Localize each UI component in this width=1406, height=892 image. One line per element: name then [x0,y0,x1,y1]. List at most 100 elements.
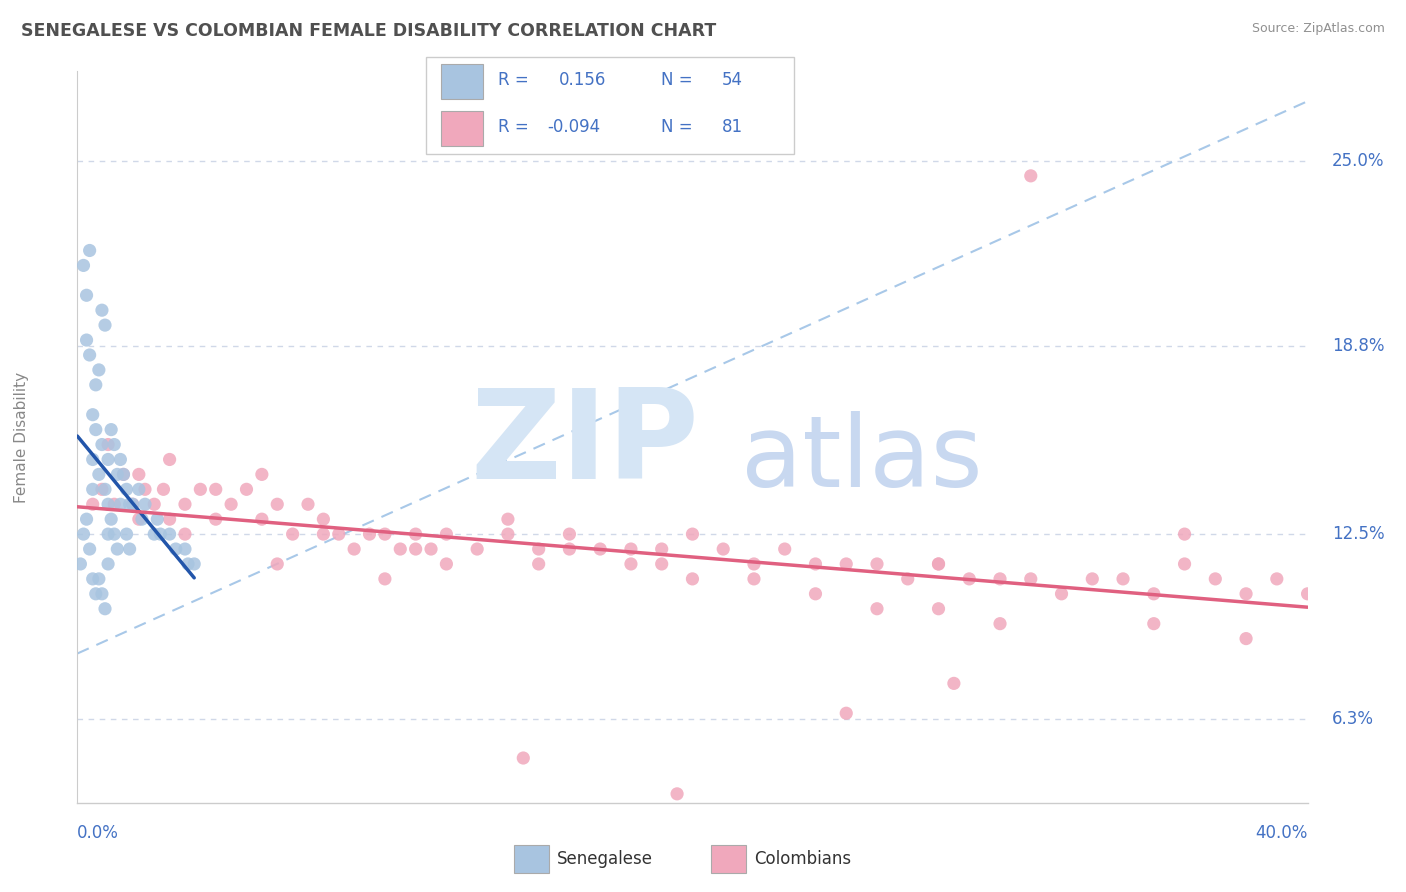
Point [297,497,319,511]
Point [666,787,689,801]
Point [94,483,117,497]
Text: -0.094: -0.094 [547,119,600,136]
Point [1204,572,1226,586]
Text: 18.8%: 18.8% [1333,337,1385,355]
Point [928,601,950,615]
Point [773,542,796,557]
Point [804,587,827,601]
Point [97,497,120,511]
Point [69,557,91,571]
Point [82,452,104,467]
Point [100,423,122,437]
Point [87,572,110,586]
Point [97,527,120,541]
Point [115,483,138,497]
Point [118,542,141,557]
Point [204,483,226,497]
Point [82,483,104,497]
Point [79,244,101,258]
Point [84,587,107,601]
Point [121,497,143,511]
Text: N =: N = [661,119,693,136]
Point [204,512,226,526]
Text: 12.5%: 12.5% [1333,525,1385,543]
Text: 25.0%: 25.0% [1333,152,1385,169]
Point [835,557,858,571]
Point [682,572,704,586]
Point [149,527,172,541]
Text: Senegalese: Senegalese [557,849,654,868]
Point [682,527,704,541]
Text: Female Disability: Female Disability [14,371,30,503]
Point [374,572,396,586]
Point [496,512,519,526]
Point [711,542,734,557]
Point [94,318,117,332]
Text: 6.3%: 6.3% [1333,710,1374,728]
Point [90,437,114,451]
Point [72,259,94,273]
Point [1174,527,1197,541]
Point [84,423,107,437]
Point [152,483,174,497]
Point [177,557,200,571]
Text: 0.156: 0.156 [558,71,606,89]
Point [928,557,950,571]
Point [942,676,965,690]
Point [82,408,104,422]
Point [651,557,673,571]
Point [1019,169,1042,183]
Point [1050,587,1073,601]
Point [436,557,458,571]
Text: ZIP: ZIP [471,384,699,505]
FancyBboxPatch shape [441,64,482,99]
Point [1174,557,1197,571]
Point [281,527,304,541]
Point [527,557,550,571]
Point [897,572,920,586]
Point [558,527,581,541]
Point [742,572,765,586]
Point [112,467,135,482]
Point [115,527,138,541]
Text: 40.0%: 40.0% [1256,823,1308,842]
Point [134,483,156,497]
Point [87,363,110,377]
Point [100,512,122,526]
Text: 81: 81 [721,119,742,136]
Point [159,452,181,467]
Point [312,512,335,526]
Point [250,512,273,526]
Point [174,542,197,557]
Point [79,348,101,362]
Point [76,512,98,526]
Point [866,557,889,571]
Point [1019,572,1042,586]
Point [188,483,212,497]
Point [219,497,242,511]
Point [110,452,132,467]
Point [165,542,187,557]
Point [558,542,581,557]
Point [174,497,197,511]
Point [928,557,950,571]
Point [742,557,765,571]
Point [82,497,104,511]
Text: R =: R = [498,71,529,89]
Point [405,542,427,557]
Point [128,467,150,482]
Point [110,497,132,511]
Point [128,512,150,526]
Text: 0.0%: 0.0% [77,823,120,842]
Point [1234,587,1257,601]
Point [250,467,273,482]
Point [79,542,101,557]
Point [72,527,94,541]
Point [146,512,169,526]
Point [134,497,156,511]
Point [1143,587,1166,601]
Text: 54: 54 [721,71,742,89]
Point [97,437,120,451]
Point [804,557,827,571]
Point [1143,616,1166,631]
